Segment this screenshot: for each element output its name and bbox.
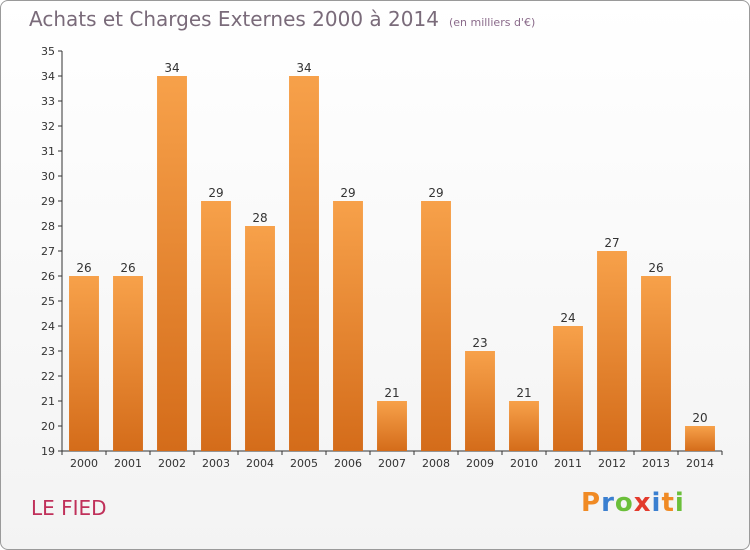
x-tick-label: 2001 <box>114 457 142 470</box>
bar-value-label: 29 <box>208 186 223 200</box>
x-tick-label: 2006 <box>334 457 362 470</box>
bar <box>597 251 627 451</box>
y-tick-label: 19 <box>41 445 55 458</box>
bar <box>333 201 363 451</box>
logo-letter: i <box>651 488 662 518</box>
bar <box>421 201 451 451</box>
bar-value-label: 27 <box>604 236 619 250</box>
chart-x-ticks: 2000 2001 2002 2003 2004 2005 2006 2007 2008 2009… <box>61 451 723 470</box>
bar <box>201 201 231 451</box>
bar <box>641 276 671 451</box>
bar <box>289 76 319 451</box>
bar-value-label: 29 <box>428 186 443 200</box>
chart-y-ticks: 19 20 21 22 23 24 25 26 27 28 29 30 31 32 33 34 35 <box>41 45 62 458</box>
y-tick-label: 24 <box>41 320 55 333</box>
x-tick-label: 2014 <box>686 457 714 470</box>
chart-bars <box>69 76 715 451</box>
bar-value-label: 23 <box>472 336 487 350</box>
y-tick-label: 23 <box>41 345 55 358</box>
proxiti-logo: Proxiti <box>581 488 685 518</box>
x-tick-label: 2000 <box>70 457 98 470</box>
chart-value-labels: 26 26 34 29 28 34 29 21 29 23 21 24 27 26 20 <box>76 61 707 425</box>
y-tick-label: 33 <box>41 95 55 108</box>
y-tick-label: 27 <box>41 245 55 258</box>
bar <box>685 426 715 451</box>
bar-value-label: 21 <box>516 386 531 400</box>
y-tick-label: 35 <box>41 45 55 58</box>
x-tick-label: 2004 <box>246 457 274 470</box>
bar <box>509 401 539 451</box>
bar-value-label: 21 <box>384 386 399 400</box>
bar <box>113 276 143 451</box>
y-tick-label: 21 <box>41 395 55 408</box>
x-tick-label: 2005 <box>290 457 318 470</box>
y-tick-label: 31 <box>41 145 55 158</box>
bar <box>553 326 583 451</box>
logo-letter: o <box>614 488 634 518</box>
y-tick-label: 22 <box>41 370 55 383</box>
chart-title: Achats et Charges Externes 2000 à 2014 (e… <box>29 7 535 31</box>
commune-name: LE FIED <box>31 496 107 520</box>
bar-value-label: 34 <box>164 61 179 75</box>
y-tick-label: 34 <box>41 70 55 83</box>
bar <box>377 401 407 451</box>
y-tick-label: 20 <box>41 420 55 433</box>
bar-value-label: 26 <box>648 261 663 275</box>
x-tick-label: 2013 <box>642 457 670 470</box>
chart-subtitle: (en milliers d'€) <box>448 16 536 29</box>
x-tick-label: 2011 <box>554 457 582 470</box>
bar-value-label: 20 <box>692 411 707 425</box>
y-tick-label: 29 <box>41 195 55 208</box>
bar-value-label: 28 <box>252 211 267 225</box>
bar <box>465 351 495 451</box>
bar <box>245 226 275 451</box>
logo-letter: i <box>674 488 685 518</box>
logo-letter: r <box>601 488 615 518</box>
x-tick-label: 2012 <box>598 457 626 470</box>
x-tick-label: 2008 <box>422 457 450 470</box>
logo-letter: P <box>581 488 602 518</box>
y-tick-label: 30 <box>41 170 55 183</box>
logo-letter: x <box>633 488 652 518</box>
y-tick-label: 25 <box>41 295 55 308</box>
bar-value-label: 24 <box>560 311 575 325</box>
x-tick-label: 2010 <box>510 457 538 470</box>
bar-value-label: 26 <box>120 261 135 275</box>
x-tick-label: 2009 <box>466 457 494 470</box>
y-tick-label: 32 <box>41 120 55 133</box>
x-tick-label: 2007 <box>378 457 406 470</box>
chart-title-text: Achats et Charges Externes 2000 à 2014 <box>29 7 439 31</box>
y-tick-label: 26 <box>41 270 55 283</box>
bar-value-label: 29 <box>340 186 355 200</box>
bar-value-label: 34 <box>296 61 311 75</box>
x-tick-label: 2002 <box>158 457 186 470</box>
bar-value-label: 26 <box>76 261 91 275</box>
bar <box>69 276 99 451</box>
x-tick-label: 2003 <box>202 457 230 470</box>
bar <box>157 76 187 451</box>
y-tick-label: 28 <box>41 220 55 233</box>
logo-letter: t <box>661 488 675 518</box>
